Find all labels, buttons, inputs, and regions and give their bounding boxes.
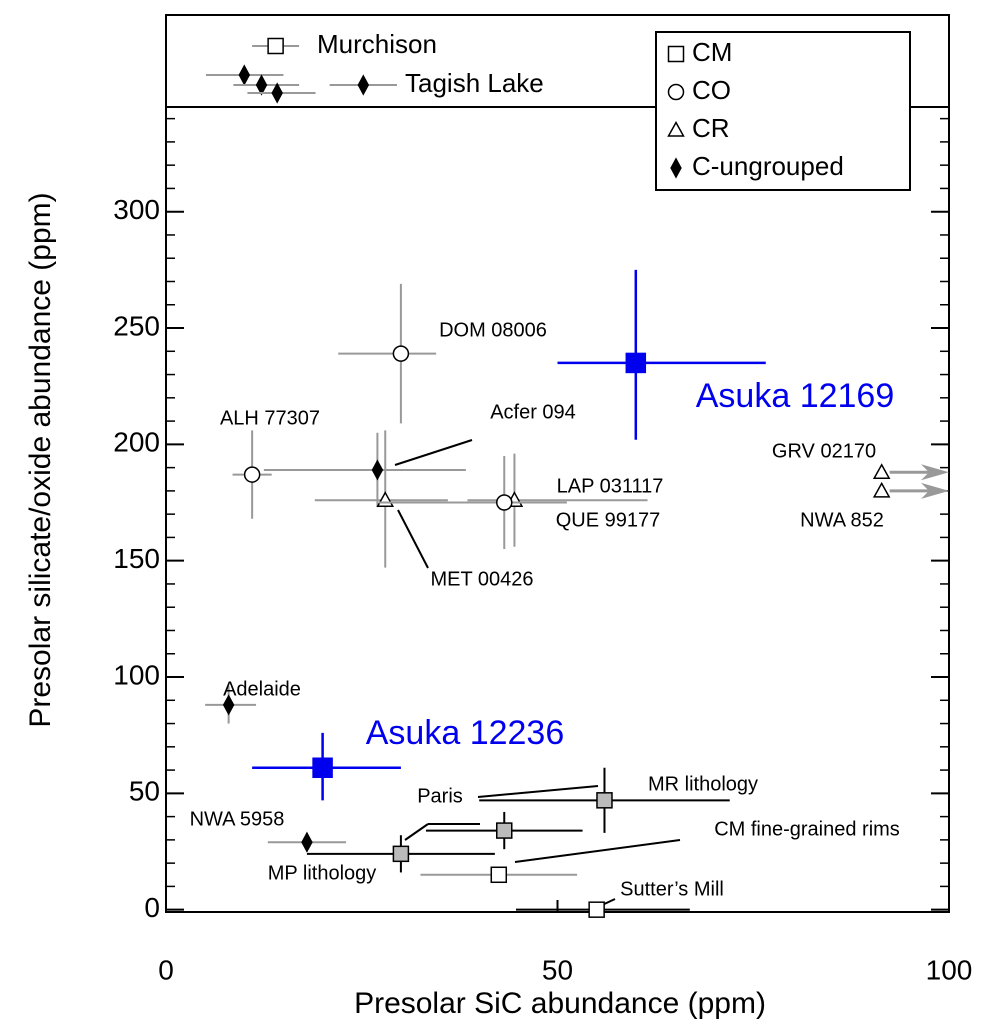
legend-label: CM	[692, 37, 732, 67]
arrow-head	[921, 482, 949, 499]
arrow-head	[921, 464, 949, 481]
marker-circle	[392, 345, 410, 362]
point-label: Adelaide	[223, 678, 301, 700]
marker-diamond	[357, 74, 370, 96]
legend-label: CO	[692, 75, 731, 105]
y-tick-label: 50	[129, 776, 160, 807]
x-tick-label: 0	[158, 954, 174, 985]
marker-triangle	[872, 463, 891, 480]
x-tick-label: 50	[542, 954, 573, 985]
point-label: ALH 77307	[220, 407, 320, 429]
legend-marker	[667, 45, 685, 63]
point-label: Acfer 094	[490, 401, 576, 423]
legend-marker	[667, 83, 685, 101]
highlight-label: Asuka 12169	[696, 377, 895, 415]
marker-square	[267, 37, 284, 55]
y-axis-title: Presolar silicate/oxide abundance (ppm)	[24, 192, 57, 727]
highlight-label: Asuka 12236	[366, 714, 565, 752]
legend-label: CR	[692, 113, 730, 143]
marker-square	[312, 757, 333, 779]
legend-marker	[667, 120, 685, 137]
leader-line	[477, 785, 599, 798]
point-label: DOM 08006	[439, 319, 547, 341]
marker-circle	[243, 466, 261, 483]
marker-square	[392, 845, 410, 863]
leader-line	[404, 823, 429, 841]
y-tick-label: 150	[113, 543, 160, 574]
point-label: NWA 5958	[190, 808, 285, 830]
marker-diamond	[271, 82, 283, 104]
legend-box	[655, 31, 911, 191]
legend-marker	[670, 157, 682, 179]
y-tick-label: 300	[113, 194, 160, 225]
point-label: CM fine-grained rims	[714, 818, 900, 840]
marker-diamond	[222, 694, 235, 716]
y-tick-label: 200	[113, 427, 160, 458]
marker-diamond	[371, 459, 384, 481]
x-axis-title: Presolar SiC abundance (ppm)	[354, 987, 766, 1020]
y-tick-label: 250	[113, 310, 160, 341]
point-label: QUE 99177	[556, 509, 661, 531]
y-tick-label: 0	[144, 892, 160, 923]
legend-label: C-ungrouped	[692, 151, 844, 181]
point-label: GRV 02170	[772, 440, 876, 462]
marker-square	[596, 792, 613, 809]
point-label: NWA 852	[800, 509, 884, 531]
point-label: Sutter’s Mill	[620, 878, 724, 900]
x-tick-label: 100	[926, 954, 973, 985]
marker-square	[496, 822, 513, 839]
marker-diamond	[238, 64, 251, 86]
point-label: MP lithology	[268, 862, 377, 884]
point-label: LAP 031117	[557, 475, 664, 497]
marker-square	[490, 866, 508, 884]
offscale-label: Murchison	[317, 29, 437, 59]
marker-square	[625, 352, 647, 374]
y-tick-label: 100	[113, 659, 160, 690]
leader-line	[397, 509, 429, 569]
point-label: MR lithology	[648, 773, 758, 795]
offscale-label: Tagish Lake	[405, 68, 544, 98]
point-label: MET 00426	[430, 568, 533, 590]
marker-diamond	[255, 74, 268, 96]
marker-circle	[496, 494, 513, 511]
leader-line	[394, 439, 473, 466]
marker-triangle	[872, 481, 891, 498]
leader-line	[514, 839, 681, 863]
marker-diamond	[301, 831, 313, 853]
point-label: Paris	[417, 785, 463, 807]
marker-square	[588, 901, 605, 918]
